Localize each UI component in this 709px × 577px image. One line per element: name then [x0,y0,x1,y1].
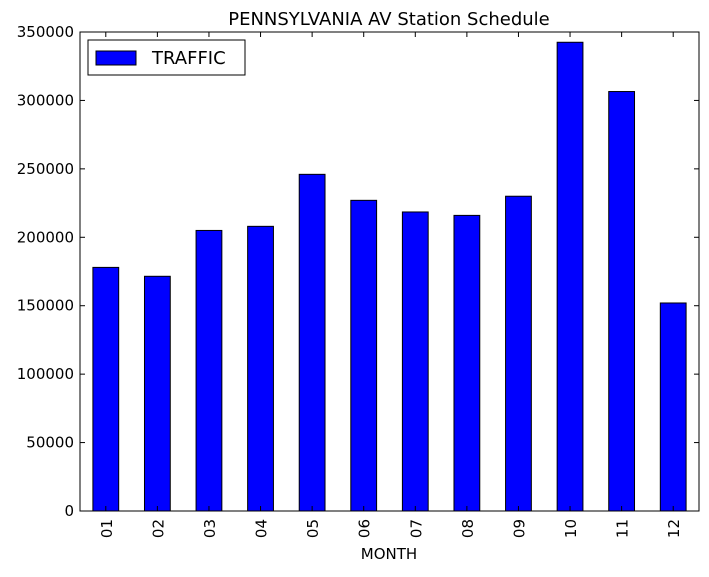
bar-09 [505,195,532,512]
y-tick-label-0: 0 [64,502,74,520]
y-tick-label-200000: 200000 [17,228,74,246]
bar-10 [556,41,584,512]
x-tick-label-08: 08 [459,519,477,538]
legend: TRAFFIC [87,39,246,76]
y-tick-label-350000: 350000 [17,23,74,41]
x-tick-label-09: 09 [510,519,528,538]
x-tick-label-06: 06 [356,519,374,538]
y-tick-label-300000: 300000 [17,91,74,109]
bars-layer [92,41,687,512]
bar-05 [298,173,326,512]
bar-03 [195,229,223,512]
bar-01 [92,266,120,512]
x-axis-label: MONTH [361,545,417,563]
bar-08 [453,214,481,512]
x-tick-label-04: 04 [253,519,271,538]
x-tick-label-10: 10 [562,519,580,538]
chart-title: PENNSYLVANIA AV Station Schedule [228,9,550,30]
bar-06 [350,199,378,512]
x-tick-label-01: 01 [98,519,116,538]
x-tick-label-07: 07 [407,519,425,538]
bar-12 [659,302,687,512]
bar-02 [143,275,171,512]
x-tick-label-02: 02 [149,519,167,538]
ticks-layer [80,31,699,512]
x-tick-label-03: 03 [201,519,219,538]
bar-07 [401,211,429,512]
x-axis-tick-labels: 01 02 03 04 05 06 07 08 09 10 11 12 [98,519,683,538]
x-tick-label-11: 11 [614,519,632,538]
bar-04 [247,225,274,512]
plot-frame [79,31,700,512]
legend-swatch-traffic [95,50,137,66]
legend-label-traffic: TRAFFIC [151,48,226,69]
y-tick-label-50000: 50000 [26,434,74,452]
y-tick-label-150000: 150000 [17,297,74,315]
x-tick-label-12: 12 [665,519,683,538]
y-tick-label-100000: 100000 [17,365,74,383]
y-tick-label-250000: 250000 [17,160,74,178]
x-tick-label-05: 05 [304,519,322,538]
bar-11 [608,91,636,512]
y-axis-tick-labels: 0 50000 100000 150000 200000 250000 300000 3500… [17,23,74,520]
